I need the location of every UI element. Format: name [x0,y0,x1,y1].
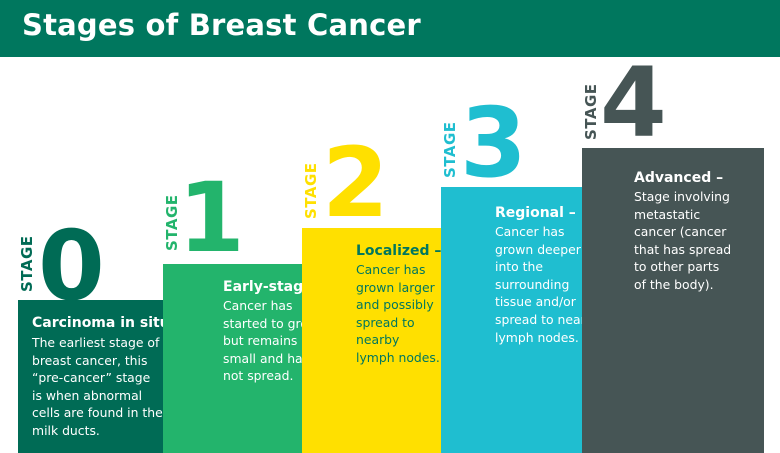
stage-0-number: 0 [38,210,105,322]
description-line: into the [495,259,544,275]
stage-0-title: Carcinoma in situ – [32,315,182,331]
stage-4-description: Stage involving metastatic cancer (cancer t… [634,188,731,294]
description-line: The earliest stage of [32,335,160,350]
description-line: but remains [223,333,298,349]
description-line: lymph nodes. [356,349,440,365]
description-line: milk ducts. [32,422,100,438]
description-line: grown larger [356,279,435,295]
description-line: Cancer has [356,262,426,277]
description-line: cells are found in the [32,405,163,421]
description-line: spread to nearby [495,311,601,327]
stage-2-label: STAGE [302,162,320,219]
stage-2-number: 2 [322,127,389,239]
stage-0-label: STAGE [18,235,36,292]
stage-3-title: Regional – [495,205,576,221]
description-line: breast cancer, this [32,352,148,368]
stage-4-number: 4 [600,47,667,159]
stage-1-title: Early-stage – [223,279,325,295]
description-line: that has spread [634,241,732,257]
description-line: small and has [223,350,310,366]
description-line: Stage involving [634,189,730,204]
page-title: Stages of Breast Cancer [22,8,421,42]
description-line: metastatic [634,206,701,222]
description-line: not spread. [223,368,294,384]
description-line: to other parts [634,259,720,275]
description-line: Cancer has [495,224,565,239]
stage-2-title: Localized – [356,243,442,259]
header-banner: Stages of Breast Cancer [0,0,780,57]
stage-3-number: 3 [460,87,527,199]
stage-0-description: The earliest stage of breast cancer, this… [32,334,163,440]
description-line: lymph nodes. [495,329,579,345]
stage-3-description: Cancer has grown deeper into the surroundin… [495,223,601,346]
description-line: nearby [356,332,400,348]
stage-1-number: 1 [178,162,245,274]
description-line: and possibly [356,297,434,313]
stage-2-description: Cancer has grown larger and possibly spread… [356,261,440,367]
description-line: tissue and/or [495,294,576,310]
description-line: of the body). [634,276,714,292]
description-line: Cancer has [223,298,293,313]
stage-3-label: STAGE [441,121,459,178]
description-line: spread to [356,314,415,330]
stage-4-block: Advanced – Stage involving metastatic cance… [582,148,764,453]
description-line: started to grow [223,315,319,331]
description-line: cancer (cancer [634,224,727,240]
description-line: surrounding [495,276,570,292]
stage-1-description: Cancer has started to grow but remains smal… [223,297,318,385]
stage-4-label: STAGE [582,83,600,140]
stage-4-title: Advanced – [634,170,724,186]
description-line: is when abnormal [32,387,143,403]
description-line: “pre-cancer” stage [32,370,151,386]
description-line: grown deeper [495,241,581,257]
